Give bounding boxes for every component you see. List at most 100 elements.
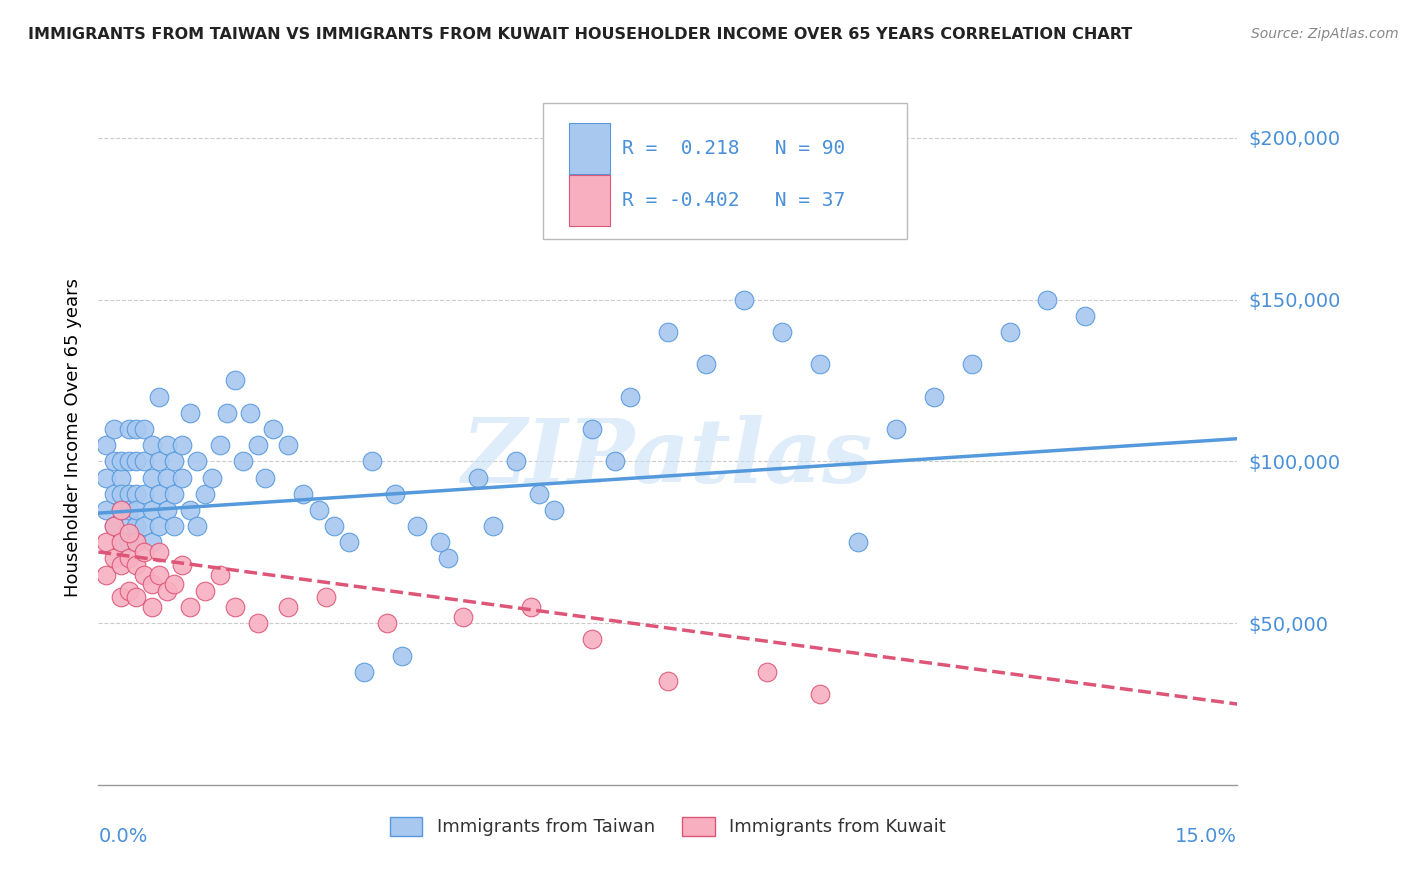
Point: [922, 390, 945, 404]
Text: IMMIGRANTS FROM TAIWAN VS IMMIGRANTS FROM KUWAIT HOUSEHOLDER INCOME OVER 65 YEAR: IMMIGRANTS FROM TAIWAN VS IMMIGRANTS FRO…: [28, 27, 1132, 42]
Point: [118, 551, 141, 566]
Point: [208, 567, 231, 582]
Point: [170, 470, 193, 484]
Point: [132, 567, 155, 582]
Point: [125, 535, 148, 549]
Point: [770, 325, 793, 339]
Point: [277, 599, 299, 614]
Point: [520, 599, 543, 614]
Point: [156, 503, 179, 517]
Point: [619, 390, 641, 404]
Point: [179, 503, 201, 517]
Point: [527, 486, 550, 500]
Point: [224, 599, 246, 614]
Point: [132, 422, 155, 436]
FancyBboxPatch shape: [543, 103, 907, 239]
Point: [505, 454, 527, 468]
Point: [118, 454, 141, 468]
Point: [179, 599, 201, 614]
Point: [103, 422, 125, 436]
Point: [110, 591, 132, 605]
Point: [132, 486, 155, 500]
Point: [998, 325, 1021, 339]
Text: Source: ZipAtlas.com: Source: ZipAtlas.com: [1251, 27, 1399, 41]
Point: [125, 486, 148, 500]
Point: [148, 486, 170, 500]
Point: [391, 648, 413, 663]
Point: [110, 486, 132, 500]
Point: [543, 503, 565, 517]
Point: [239, 406, 262, 420]
Point: [163, 486, 186, 500]
Point: [141, 535, 163, 549]
Point: [118, 422, 141, 436]
Point: [110, 558, 132, 572]
Text: 0.0%: 0.0%: [98, 827, 148, 846]
Point: [581, 422, 603, 436]
Point: [360, 454, 382, 468]
Point: [118, 486, 141, 500]
Point: [156, 470, 179, 484]
Point: [110, 503, 132, 517]
Point: [186, 519, 208, 533]
Point: [733, 293, 755, 307]
Point: [125, 454, 148, 468]
Point: [94, 470, 117, 484]
Point: [246, 438, 269, 452]
Point: [277, 438, 299, 452]
Point: [254, 470, 277, 484]
Point: [353, 665, 375, 679]
Text: R =  0.218   N = 90: R = 0.218 N = 90: [623, 139, 845, 158]
Point: [179, 406, 201, 420]
Point: [337, 535, 360, 549]
Point: [1074, 309, 1097, 323]
Point: [110, 535, 132, 549]
Point: [960, 357, 983, 371]
Point: [695, 357, 717, 371]
Point: [194, 486, 217, 500]
Point: [163, 519, 186, 533]
Point: [384, 486, 406, 500]
Point: [132, 519, 155, 533]
Point: [884, 422, 907, 436]
Text: 15.0%: 15.0%: [1175, 827, 1237, 846]
Text: R = -0.402   N = 37: R = -0.402 N = 37: [623, 191, 845, 210]
Point: [163, 577, 186, 591]
Point: [755, 665, 778, 679]
Point: [125, 558, 148, 572]
Y-axis label: Householder Income Over 65 years: Householder Income Over 65 years: [63, 277, 82, 597]
Point: [118, 525, 141, 540]
Point: [118, 503, 141, 517]
Point: [103, 519, 125, 533]
Point: [846, 535, 869, 549]
Point: [163, 454, 186, 468]
FancyBboxPatch shape: [569, 175, 610, 227]
Point: [141, 577, 163, 591]
Point: [156, 438, 179, 452]
Point: [208, 438, 231, 452]
Text: ZIPatlas: ZIPatlas: [463, 415, 873, 501]
Point: [148, 390, 170, 404]
Legend: Immigrants from Taiwan, Immigrants from Kuwait: Immigrants from Taiwan, Immigrants from …: [381, 808, 955, 846]
Point: [141, 503, 163, 517]
Point: [808, 687, 831, 701]
Point: [148, 454, 170, 468]
Point: [194, 583, 217, 598]
Point: [125, 519, 148, 533]
Point: [94, 438, 117, 452]
Point: [118, 583, 141, 598]
Point: [110, 503, 132, 517]
Point: [118, 519, 141, 533]
Point: [148, 567, 170, 582]
Point: [657, 325, 679, 339]
Point: [808, 357, 831, 371]
Point: [141, 599, 163, 614]
Point: [103, 486, 125, 500]
Point: [603, 454, 626, 468]
Point: [436, 551, 458, 566]
Point: [262, 422, 284, 436]
Point: [94, 503, 117, 517]
Point: [125, 503, 148, 517]
Point: [217, 406, 239, 420]
Point: [132, 454, 155, 468]
